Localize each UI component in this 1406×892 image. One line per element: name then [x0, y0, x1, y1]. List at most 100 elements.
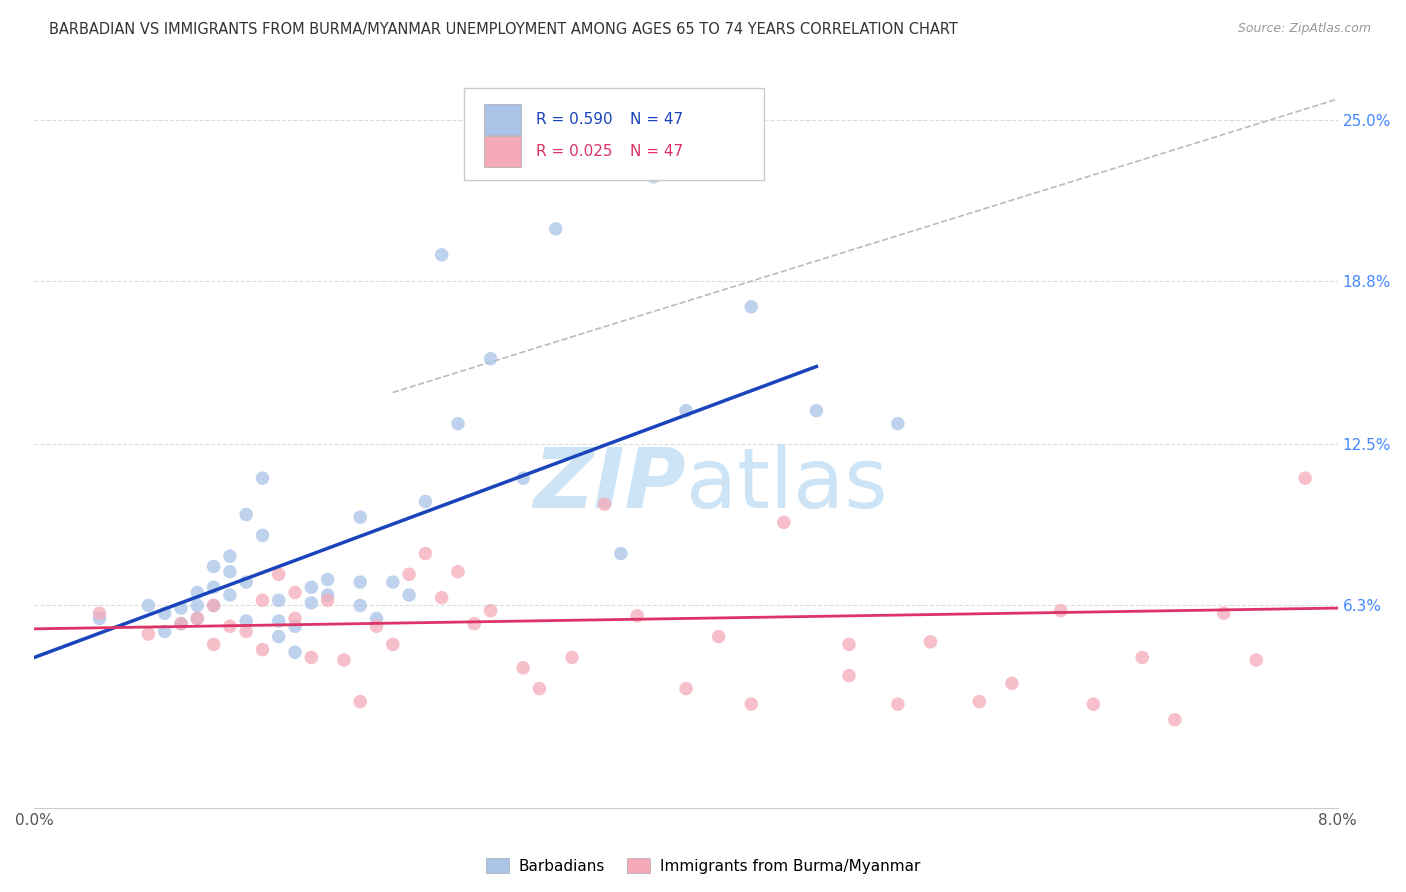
Point — [969, 695, 991, 709]
Point — [252, 528, 274, 542]
Point — [772, 516, 794, 530]
Point — [430, 591, 453, 605]
Point — [202, 580, 225, 594]
Point — [447, 565, 470, 579]
Point — [887, 697, 910, 711]
Point — [267, 593, 290, 607]
Point — [299, 596, 322, 610]
Point — [1212, 607, 1234, 621]
Text: R = 0.590: R = 0.590 — [536, 112, 613, 127]
Point — [235, 614, 257, 628]
Point — [267, 614, 290, 628]
Point — [381, 637, 404, 651]
Point — [447, 417, 470, 431]
Point — [626, 608, 648, 623]
Point — [1164, 713, 1187, 727]
Point — [1246, 653, 1268, 667]
Point — [838, 668, 860, 682]
Point — [740, 300, 762, 314]
Point — [153, 607, 176, 621]
Point — [202, 599, 225, 613]
Point — [366, 619, 388, 633]
Point — [235, 575, 257, 590]
Point — [593, 497, 616, 511]
Point — [219, 588, 242, 602]
Point — [252, 471, 274, 485]
Point — [479, 604, 502, 618]
Point — [89, 607, 111, 621]
Point — [267, 567, 290, 582]
Point — [284, 585, 307, 599]
Point — [806, 403, 828, 417]
Point — [316, 593, 339, 607]
Point — [186, 585, 208, 599]
Point — [252, 593, 274, 607]
Point — [381, 575, 404, 590]
Text: atlas: atlas — [686, 444, 887, 525]
Point — [740, 697, 762, 711]
Point — [529, 681, 551, 696]
Point — [675, 681, 697, 696]
Point — [887, 417, 910, 431]
Point — [1083, 697, 1105, 711]
Point — [643, 169, 665, 184]
Point — [512, 471, 534, 485]
Point — [1130, 650, 1153, 665]
Point — [170, 616, 193, 631]
Point — [235, 508, 257, 522]
Point — [299, 650, 322, 665]
Point — [316, 573, 339, 587]
Point — [235, 624, 257, 639]
Point — [398, 588, 420, 602]
Point — [219, 565, 242, 579]
Point — [284, 645, 307, 659]
Point — [512, 661, 534, 675]
Point — [610, 547, 633, 561]
Point — [202, 637, 225, 651]
Point — [299, 580, 322, 594]
Point — [170, 601, 193, 615]
Point — [463, 616, 485, 631]
Point — [202, 559, 225, 574]
Text: R = 0.025: R = 0.025 — [536, 145, 613, 159]
Point — [138, 627, 160, 641]
Point — [349, 695, 371, 709]
Point — [252, 642, 274, 657]
Point — [1294, 471, 1316, 485]
Point — [1001, 676, 1024, 690]
Point — [219, 619, 242, 633]
Point — [366, 611, 388, 625]
Point — [430, 248, 453, 262]
Point — [284, 619, 307, 633]
Point — [219, 549, 242, 563]
Point — [675, 403, 697, 417]
FancyBboxPatch shape — [464, 87, 765, 179]
Point — [349, 599, 371, 613]
Legend: Barbadians, Immigrants from Burma/Myanmar: Barbadians, Immigrants from Burma/Myanma… — [479, 852, 927, 880]
Point — [561, 650, 583, 665]
Point — [316, 588, 339, 602]
Point — [267, 630, 290, 644]
Point — [284, 611, 307, 625]
Point — [170, 616, 193, 631]
Point — [920, 635, 942, 649]
Text: N = 47: N = 47 — [630, 112, 683, 127]
Point — [479, 351, 502, 366]
FancyBboxPatch shape — [484, 136, 520, 167]
Point — [333, 653, 356, 667]
Text: BARBADIAN VS IMMIGRANTS FROM BURMA/MYANMAR UNEMPLOYMENT AMONG AGES 65 TO 74 YEAR: BARBADIAN VS IMMIGRANTS FROM BURMA/MYANM… — [49, 22, 957, 37]
Point — [186, 611, 208, 625]
FancyBboxPatch shape — [484, 103, 520, 135]
Point — [349, 575, 371, 590]
Point — [544, 222, 567, 236]
Point — [138, 599, 160, 613]
Point — [838, 637, 860, 651]
Point — [415, 494, 437, 508]
Point — [202, 599, 225, 613]
Point — [349, 510, 371, 524]
Point — [89, 611, 111, 625]
Text: Source: ZipAtlas.com: Source: ZipAtlas.com — [1237, 22, 1371, 36]
Text: N = 47: N = 47 — [630, 145, 683, 159]
Point — [707, 630, 730, 644]
Point — [1049, 604, 1071, 618]
